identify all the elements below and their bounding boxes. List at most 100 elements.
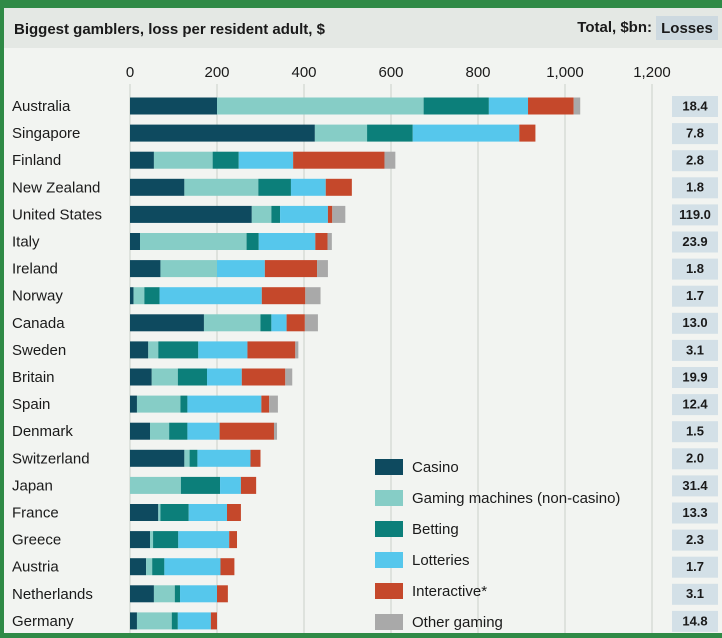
bar-segment [264, 260, 318, 278]
bar-segment [247, 341, 296, 359]
bar-segment [271, 205, 281, 223]
x-tick-label: 800 [465, 64, 490, 81]
bar-segment [130, 612, 137, 630]
bar-segment [184, 449, 190, 467]
bar-segment [261, 287, 306, 305]
total-box [672, 285, 718, 307]
y-tick-label: Britain [12, 369, 55, 386]
bar-segment [130, 531, 151, 549]
legend-swatch [375, 583, 403, 599]
bar-segment [171, 612, 178, 630]
total-box [672, 475, 718, 497]
legend-label: Casino [412, 459, 459, 476]
bar-segment [188, 504, 228, 521]
total-label: 1.8 [686, 261, 704, 276]
bar-segment [130, 205, 252, 223]
total-label: 12.4 [682, 397, 708, 412]
bar-segment [240, 476, 257, 494]
total-box [672, 610, 718, 632]
total-label: 1.8 [686, 180, 704, 195]
y-tick-label: Sweden [12, 342, 66, 359]
bar-segment [130, 260, 161, 278]
bar-segment [269, 395, 278, 413]
bar-segment [133, 287, 145, 305]
y-tick-label: Japan [12, 477, 53, 494]
total-label: 23.9 [682, 234, 707, 249]
y-tick-label: Norway [12, 288, 63, 305]
legend-swatch [375, 490, 403, 506]
bar-segment [130, 314, 204, 332]
bar-segment [528, 97, 574, 115]
bar-segment [130, 124, 315, 142]
bar-segment [136, 395, 181, 413]
bar-segment [238, 151, 294, 169]
total-box [672, 529, 718, 551]
legend-label: Interactive* [412, 583, 487, 600]
legend-swatch [375, 521, 403, 537]
bar-segment [130, 287, 134, 305]
x-tick-label: 0 [126, 64, 134, 81]
bar-segment [180, 476, 221, 494]
bar-segment [151, 368, 178, 386]
bar-segment [180, 585, 217, 603]
x-tick-label: 1,200 [633, 64, 671, 81]
bar-segment [184, 178, 259, 196]
bar-segment [160, 260, 217, 278]
bar-segment [130, 233, 141, 250]
bar-segment [261, 395, 270, 413]
bar-segment [130, 97, 217, 115]
bar-segment [158, 504, 161, 521]
bar-segment [295, 341, 299, 359]
bar-segment [273, 422, 278, 440]
bar-segment [251, 205, 272, 223]
bar-segment [189, 449, 198, 467]
bar-segment [260, 314, 272, 332]
bar-segment [314, 124, 368, 142]
x-tick-label: 1,000 [546, 64, 584, 81]
bar-segment [130, 395, 137, 413]
bar-segment [241, 368, 286, 386]
bar-segment [246, 233, 259, 250]
bar-segment [206, 368, 242, 386]
bar-segment [290, 178, 326, 196]
total-box [672, 231, 718, 253]
total-box [672, 150, 718, 172]
bar-segment [136, 612, 172, 630]
chart-title: Biggest gamblers, loss per resident adul… [14, 21, 326, 38]
bar-segment [423, 97, 489, 115]
y-tick-label: Denmark [12, 423, 73, 440]
bar-segment [210, 612, 217, 630]
total-label: 18.4 [682, 98, 708, 113]
bar-segment [412, 124, 520, 142]
bar-segment [217, 260, 265, 278]
bar-segment [177, 612, 211, 630]
bar-segment [258, 233, 316, 250]
total-label: 7.8 [686, 126, 704, 141]
bar-segment [130, 558, 147, 576]
bar-segment [148, 341, 159, 359]
total-box [672, 123, 718, 145]
y-tick-label: Italy [12, 233, 40, 250]
bar-segment [219, 422, 274, 440]
total-box [672, 394, 718, 416]
bar-segment [317, 260, 328, 278]
bar-segment [250, 449, 261, 467]
bar-segment [285, 368, 293, 386]
total-label: 1.7 [686, 288, 704, 303]
bar-segment [271, 314, 287, 332]
y-tick-label: Germany [12, 613, 74, 630]
bar-segment [153, 585, 175, 603]
y-tick-label: Australia [12, 98, 71, 115]
total-box [672, 339, 718, 361]
bar-segment [158, 341, 199, 359]
bar-segment [258, 178, 291, 196]
y-tick-label: Austria [12, 559, 59, 576]
bar-segment [220, 476, 241, 494]
total-box [672, 367, 718, 388]
total-label: 2.0 [686, 451, 704, 466]
bar-segment [144, 287, 160, 305]
bar-segment [146, 558, 153, 576]
y-tick-label: New Zealand [12, 179, 100, 196]
bar-segment [130, 585, 154, 603]
